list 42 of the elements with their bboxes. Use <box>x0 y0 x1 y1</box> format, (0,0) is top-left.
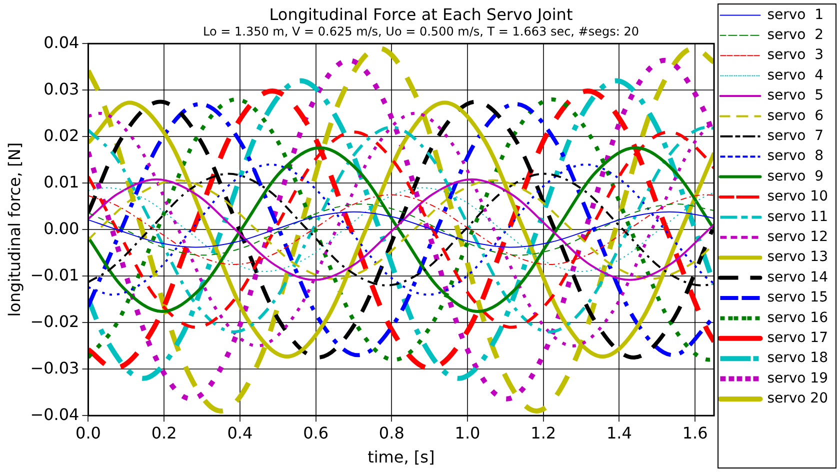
legend-label: servo 4 <box>767 67 824 84</box>
x-tick-label: 0.8 <box>378 423 404 442</box>
x-tick-label: 1.6 <box>682 423 708 442</box>
legend-label: servo 5 <box>767 88 824 104</box>
legend-label: servo 8 <box>767 148 824 164</box>
y-tick-label: −0.04 <box>30 404 80 424</box>
legend-label: servo 18 <box>767 350 828 366</box>
legend-label: servo 3 <box>767 47 824 64</box>
legend-label: servo 20 <box>767 390 828 407</box>
legend-label: servo 15 <box>767 290 828 306</box>
legend-label: servo 6 <box>767 108 824 124</box>
legend-label: servo 9 <box>767 168 824 184</box>
legend-label: servo 13 <box>767 249 828 266</box>
x-tick-label: 0.4 <box>227 423 253 442</box>
x-tick-label: 0.0 <box>76 423 101 442</box>
y-tick-label: 0.01 <box>44 172 80 192</box>
y-tick-label: 0.02 <box>44 126 80 145</box>
x-tick-label: 0.6 <box>303 423 329 442</box>
y-axis-title: longitudinal force, [N] <box>4 142 24 317</box>
legend-label: servo 14 <box>767 269 828 286</box>
legend-label: servo 7 <box>767 128 824 144</box>
y-tick-label: −0.02 <box>30 312 80 331</box>
x-tick-label: 1.0 <box>454 423 480 442</box>
x-tick-label: 1.4 <box>606 423 632 442</box>
y-tick-label: −0.01 <box>30 265 80 284</box>
y-tick-label: 0.04 <box>44 32 80 52</box>
y-tick-label: 0.03 <box>44 79 80 98</box>
x-tick-label: 1.2 <box>530 423 556 442</box>
x-axis-title: time, [s] <box>368 448 435 467</box>
legend-label: servo 16 <box>767 310 828 326</box>
legend-label: servo 17 <box>767 330 828 346</box>
x-tick-label: 0.2 <box>151 423 177 442</box>
legend-label: servo 1 <box>767 6 824 23</box>
y-tick-label: 0.00 <box>44 218 80 238</box>
legend-label: servo 12 <box>767 229 828 246</box>
legend-label: servo 19 <box>767 370 828 386</box>
chart-subtitle: Lo = 1.350 m, V = 0.625 m/s, Uo = 0.500 m/s, T = 1.663 sec, #segs: 20 <box>203 24 639 39</box>
chart-title: Longitudinal Force at Each Servo Joint <box>269 4 573 24</box>
y-tick-label: −0.03 <box>30 358 80 378</box>
legend-label: servo 2 <box>767 27 824 44</box>
legend-label: servo 10 <box>767 188 828 205</box>
legend-label: servo 11 <box>767 208 828 225</box>
